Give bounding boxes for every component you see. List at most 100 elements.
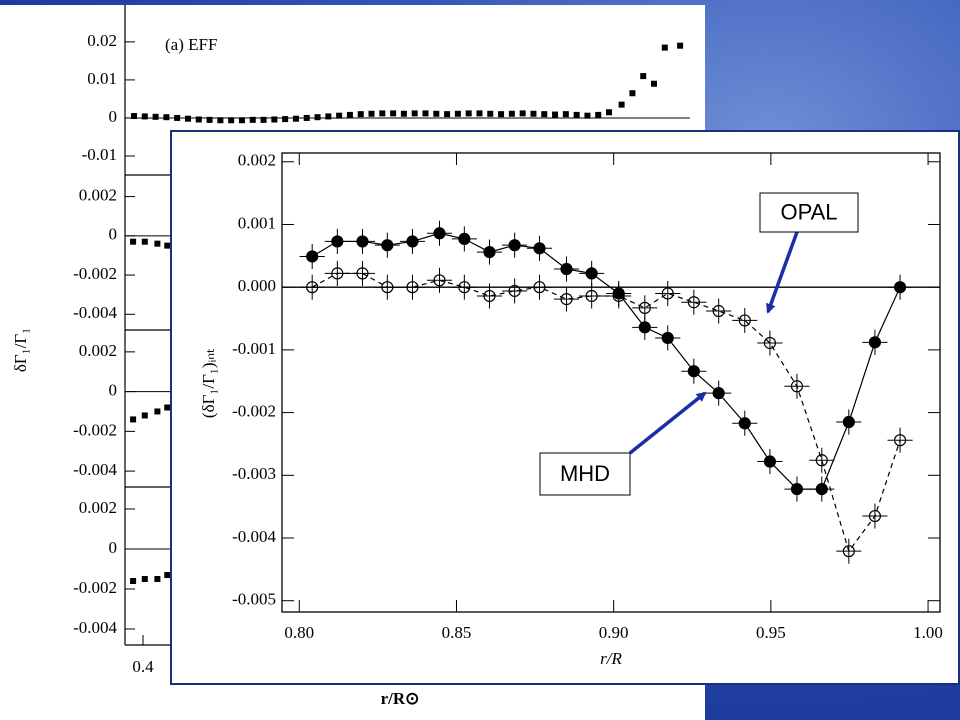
x-axis-label: r/R: [600, 649, 622, 668]
y-tick-label: -0.002: [73, 420, 117, 439]
callout-box: [539, 452, 631, 496]
data-point: [163, 114, 170, 121]
data-point: [612, 287, 625, 300]
data-point: [141, 412, 148, 419]
data-point: [508, 110, 515, 117]
callout-box: [759, 192, 859, 233]
x-axis-label: r/R⊙: [381, 689, 420, 708]
legend-label: OPAL: [780, 199, 837, 224]
y-tick-label: 0.002: [79, 185, 117, 204]
panel-annotation: (a) EFF: [165, 35, 217, 54]
y-tick-label: -0.002: [73, 578, 117, 597]
data-point: [661, 44, 668, 51]
data-point: [174, 114, 181, 121]
data-point: [331, 267, 344, 280]
data-point: [154, 576, 161, 582]
data-point: [314, 114, 321, 121]
data-point: [677, 42, 684, 49]
data-point: [368, 110, 375, 117]
data-point: [130, 113, 137, 120]
plot-frame: [281, 152, 941, 613]
x-tick-label: 1.00: [913, 623, 943, 642]
data-point: [306, 250, 319, 263]
data-point: [738, 314, 751, 327]
data-point: [458, 281, 471, 294]
data-point: [195, 116, 202, 123]
y-tick-label: 0.002: [238, 151, 276, 170]
data-point: [498, 111, 505, 118]
data-point: [271, 116, 278, 123]
data-point: [154, 240, 161, 247]
data-point: [868, 509, 882, 523]
data-point: [406, 235, 419, 248]
y-tick-label: -0.003: [232, 464, 276, 483]
data-point: [357, 111, 364, 118]
data-point: [381, 281, 394, 294]
data-point: [325, 113, 332, 120]
data-point: [390, 110, 397, 117]
data-point: [476, 110, 483, 117]
y-tick-label: 0.002: [79, 341, 117, 360]
data-point: [141, 238, 148, 245]
data-point: [687, 296, 700, 309]
data-point: [763, 336, 777, 350]
data-point: [228, 117, 235, 124]
data-point: [130, 578, 137, 584]
data-point: [164, 242, 171, 249]
data-point: [533, 281, 546, 294]
data-point: [444, 111, 451, 118]
y-tick-label: 0.001: [238, 213, 276, 232]
data-point: [406, 281, 419, 294]
data-point: [483, 245, 496, 259]
y-tick-label: -0.01: [82, 145, 117, 164]
data-point: [640, 73, 647, 80]
data-point: [618, 101, 625, 108]
y-tick-label: 0: [109, 381, 118, 400]
data-point: [356, 267, 369, 280]
panel-points: [130, 42, 684, 124]
data-point: [661, 287, 674, 300]
data-point: [306, 281, 319, 294]
data-point: [454, 110, 461, 117]
y-tick-label: 0.002: [79, 498, 117, 517]
y-tick-label: -0.004: [73, 618, 117, 637]
data-point: [164, 572, 171, 578]
data-point: [585, 289, 598, 303]
data-point: [483, 289, 496, 303]
data-point: [400, 110, 407, 117]
x-tick-label: 0.4: [132, 657, 154, 676]
data-point: [346, 111, 353, 118]
data-point: [842, 545, 855, 558]
x-tick-label: 0.85: [442, 623, 472, 642]
data-point: [560, 262, 573, 276]
data-point: [379, 110, 386, 117]
y-tick-label: -0.002: [232, 402, 276, 421]
data-point: [687, 365, 700, 378]
panel-points: [130, 404, 171, 423]
data-point: [712, 387, 725, 400]
data-point: [458, 232, 471, 246]
data-point: [356, 235, 369, 248]
data-point: [487, 110, 494, 117]
y-tick-label: -0.005: [232, 590, 276, 609]
data-point: [381, 239, 394, 252]
y-tick-label: -0.002: [73, 264, 117, 283]
y-axis-label: (δΓ₁/Γ₁)ᵢₙₜ: [199, 348, 218, 418]
data-point: [562, 111, 569, 118]
y-tick-label: 0.02: [87, 31, 117, 50]
data-point: [141, 113, 148, 120]
data-point: [790, 482, 804, 496]
x-tick-label: 0.80: [284, 623, 314, 642]
data-point: [815, 454, 828, 467]
data-point: [638, 321, 651, 334]
data-point: [141, 576, 148, 582]
data-point: [651, 80, 658, 87]
data-point: [164, 404, 171, 411]
data-point: [712, 304, 725, 318]
data-point: [519, 110, 526, 117]
data-point: [868, 336, 882, 349]
data-point: [331, 235, 344, 248]
data-point: [629, 90, 636, 97]
y-tick-label: -0.004: [73, 303, 117, 322]
